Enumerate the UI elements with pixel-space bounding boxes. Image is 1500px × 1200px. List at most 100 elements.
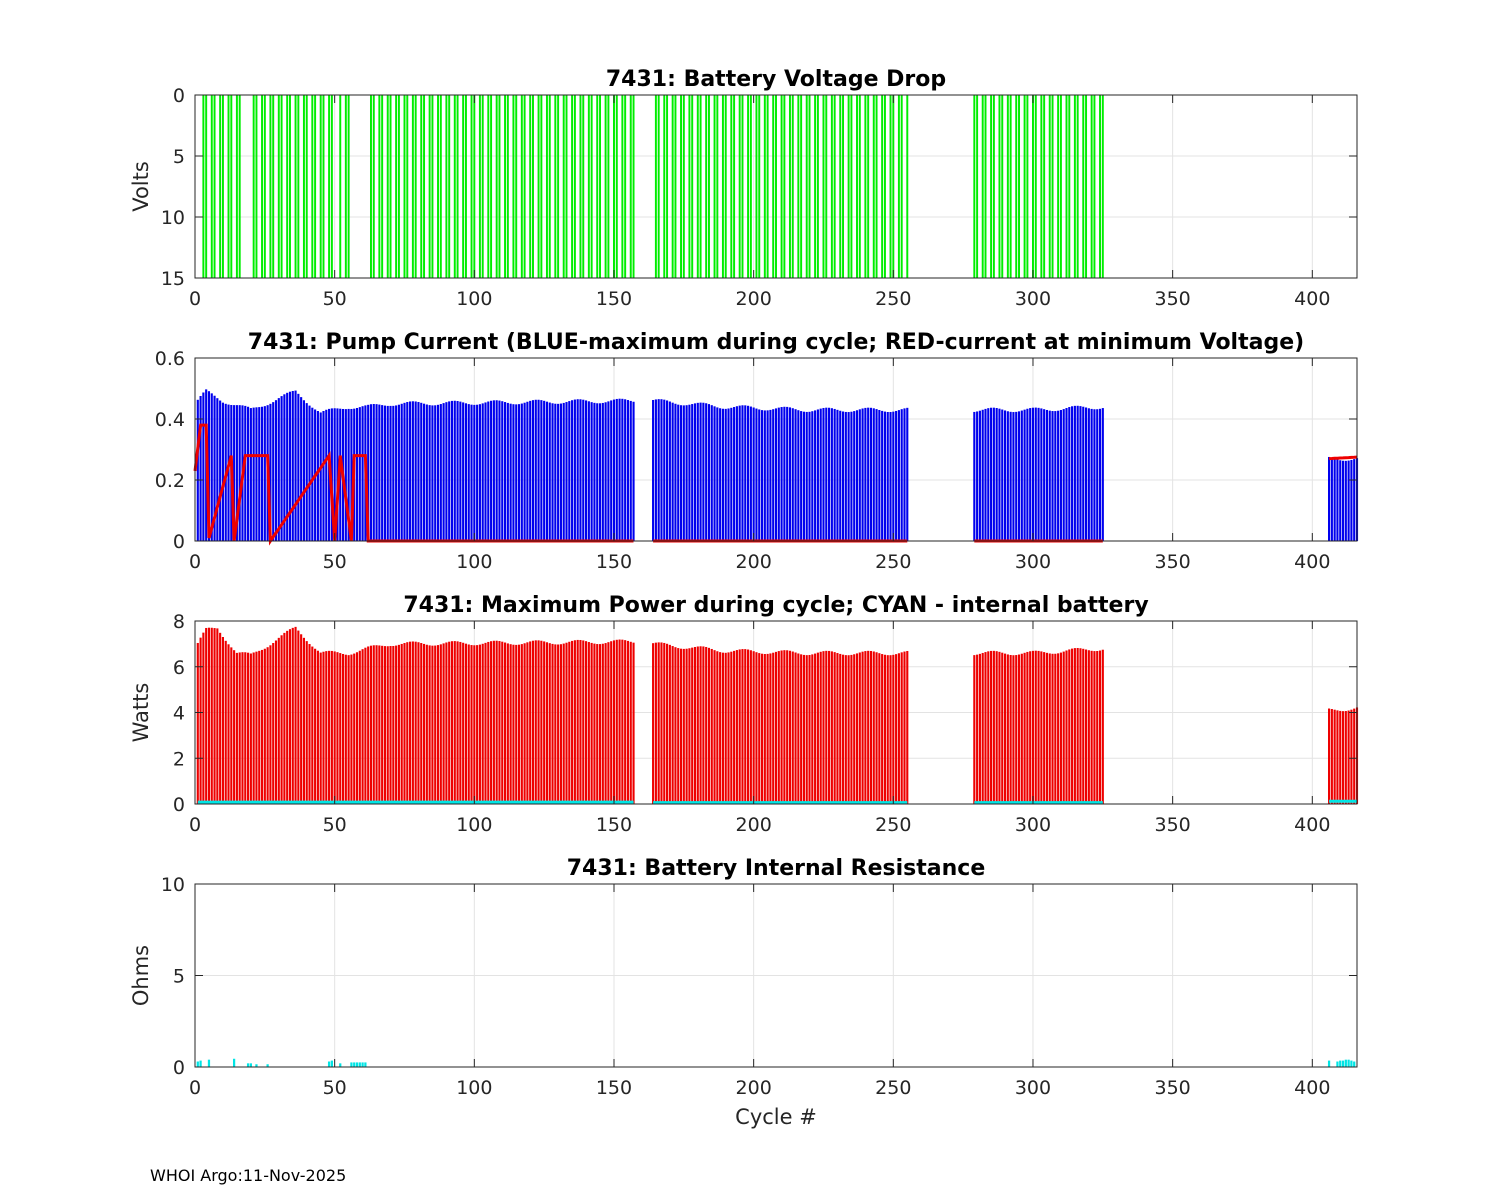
data-bar — [453, 95, 456, 278]
data-bar — [286, 392, 289, 541]
data-bar — [1054, 411, 1057, 541]
data-bar — [355, 1062, 359, 1067]
y-tick-label: 6 — [173, 657, 185, 679]
data-bar — [802, 654, 805, 804]
data-bar — [235, 652, 238, 804]
data-bar — [749, 95, 752, 278]
data-bar — [1328, 708, 1331, 804]
data-bar — [322, 410, 325, 541]
data-bar — [344, 409, 347, 541]
data-bar — [1043, 95, 1046, 278]
data-bar — [554, 403, 557, 541]
data-bar — [1068, 649, 1071, 804]
data-bar — [470, 404, 473, 541]
data-bar — [503, 402, 507, 541]
data-bar — [825, 95, 828, 278]
x-tick-label: 350 — [1155, 551, 1191, 573]
data-bar — [249, 653, 252, 804]
data-bar — [297, 95, 300, 278]
data-bar — [453, 641, 456, 804]
data-bar — [610, 641, 613, 804]
data-bar — [221, 95, 224, 278]
data-bar — [693, 403, 697, 541]
data-bar — [294, 95, 297, 278]
x-tick-label: 150 — [596, 288, 632, 310]
data-bar — [1054, 653, 1057, 804]
data-bar — [520, 644, 523, 804]
data-bar — [1023, 652, 1026, 804]
data-bar — [545, 95, 548, 278]
data-bar — [976, 411, 979, 541]
data-bar — [788, 95, 791, 278]
data-bar — [1015, 411, 1018, 541]
data-bar — [512, 404, 515, 541]
data-bar — [1330, 709, 1333, 804]
data-bar — [361, 1062, 364, 1067]
chart-marks — [193, 389, 1359, 546]
data-bar — [509, 403, 512, 541]
data-bar — [624, 95, 627, 278]
data-bar — [791, 651, 794, 804]
data-bar — [554, 95, 557, 278]
data-bar — [422, 403, 426, 541]
data-bar — [825, 650, 828, 804]
x-tick-label: 300 — [1015, 288, 1051, 310]
data-bar — [459, 401, 462, 541]
data-bar — [738, 95, 741, 278]
data-bar — [409, 401, 412, 541]
data-bar — [543, 400, 546, 541]
data-bar — [557, 95, 560, 278]
chart-title: 7431: Battery Voltage Drop — [606, 67, 946, 92]
data-bar — [984, 408, 987, 541]
data-bar — [721, 95, 724, 278]
data-bar — [1093, 409, 1096, 541]
data-bar — [506, 95, 509, 278]
data-bar — [654, 642, 657, 804]
data-bar — [428, 95, 431, 278]
data-bar — [1059, 95, 1062, 278]
data-bar — [682, 405, 685, 541]
data-bar — [1347, 460, 1350, 541]
data-bar — [434, 405, 437, 541]
data-bar — [1001, 652, 1004, 804]
data-bar — [632, 642, 635, 804]
data-bar — [1333, 458, 1336, 541]
data-bar — [582, 640, 585, 804]
data-bar — [881, 95, 884, 278]
data-bar — [1026, 408, 1029, 541]
data-bar — [624, 640, 627, 804]
data-bar — [1012, 412, 1015, 541]
data-bar — [755, 408, 758, 541]
data-bar — [305, 95, 308, 278]
data-bar — [484, 642, 487, 804]
data-bar — [358, 1062, 361, 1067]
data-bar — [680, 95, 683, 278]
data-bar — [311, 646, 314, 804]
data-bar — [1020, 410, 1023, 541]
data-bar — [297, 630, 300, 804]
data-bar — [601, 643, 604, 804]
data-bar — [355, 407, 359, 541]
data-bar — [998, 95, 1001, 278]
data-bar — [537, 640, 540, 804]
data-bar — [730, 651, 733, 804]
y-tick-label: 0 — [173, 85, 185, 107]
data-bar — [506, 402, 509, 541]
data-bar — [735, 406, 738, 541]
data-bar — [668, 644, 671, 804]
data-bar — [367, 404, 370, 541]
data-bar — [1344, 1059, 1347, 1067]
data-bar — [607, 401, 610, 541]
data-bar — [691, 95, 694, 278]
data-bar — [442, 403, 445, 541]
data-bar — [294, 626, 297, 804]
data-bar — [246, 1063, 250, 1067]
data-bar — [721, 652, 724, 804]
data-bar — [369, 645, 373, 804]
data-bar — [386, 95, 389, 278]
data-bar — [258, 407, 261, 541]
data-bar — [213, 628, 216, 804]
data-bar — [274, 640, 278, 804]
x-tick-label: 150 — [596, 551, 632, 573]
data-bar — [481, 95, 484, 278]
